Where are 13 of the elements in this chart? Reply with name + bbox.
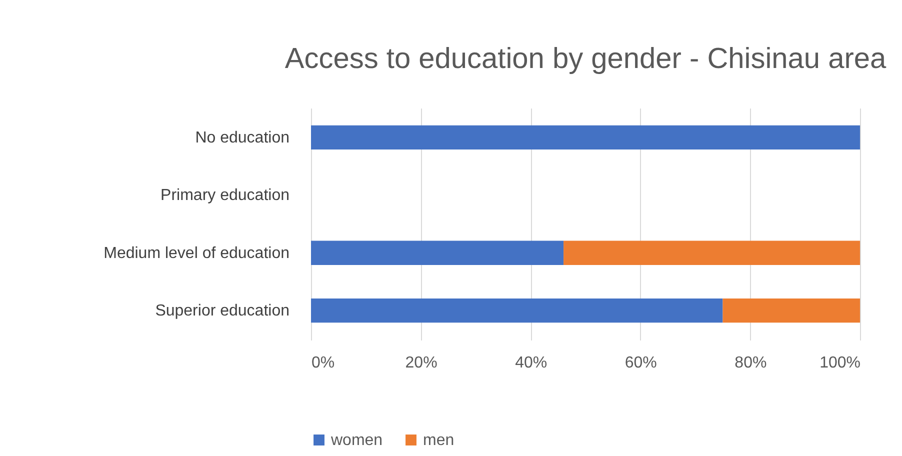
- chart-title: Access to education by gender - Chisinau area: [284, 43, 888, 75]
- y-tick-label: Superior education: [155, 302, 290, 320]
- x-tick-label: 0%: [312, 354, 335, 372]
- y-tick-label: No education: [195, 129, 290, 146]
- legend-label: men: [423, 432, 454, 449]
- x-tick-label: 100%: [820, 354, 860, 372]
- x-tick-label: 20%: [405, 354, 438, 372]
- x-tick-label: 40%: [515, 354, 548, 372]
- y-tick-label: Primary education: [160, 187, 290, 204]
- x-tick-label: 60%: [624, 354, 657, 372]
- x-tick-label: 80%: [734, 354, 767, 372]
- legend-label: women: [330, 432, 383, 449]
- y-tick-label: Medium level of education: [104, 244, 290, 262]
